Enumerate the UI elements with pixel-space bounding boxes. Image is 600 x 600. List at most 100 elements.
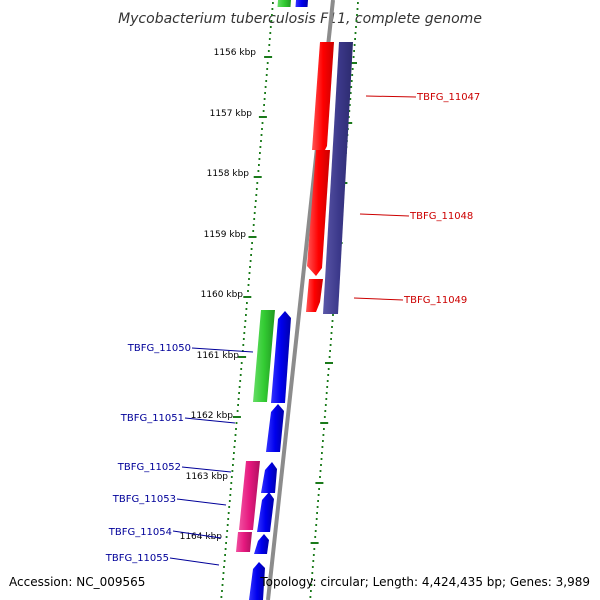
callout-line — [184, 417, 236, 424]
accession-text: Accession: NC_009565 — [9, 575, 145, 589]
minor-tick — [324, 410, 327, 412]
minor-tick — [264, 92, 266, 94]
minor-tick — [260, 134, 263, 136]
minor-tick — [239, 380, 242, 382]
inner-tick-track — [220, 2, 274, 598]
minor-tick — [242, 338, 245, 340]
major-tick — [248, 236, 257, 238]
gene-feature-red[interactable] — [306, 279, 323, 312]
minor-tick — [263, 98, 266, 100]
minor-tick — [223, 560, 226, 562]
gene-feature-green[interactable] — [277, 0, 292, 7]
minor-tick — [221, 590, 223, 592]
minor-tick — [257, 170, 260, 172]
gene-feature-navy[interactable] — [323, 42, 353, 314]
callout-line — [191, 347, 254, 353]
major-tick — [325, 362, 333, 364]
minor-tick — [236, 410, 239, 412]
minor-tick — [325, 392, 328, 394]
gene-label[interactable]: TBFG_11050 — [127, 343, 191, 354]
gene-feature-blue[interactable] — [249, 562, 265, 600]
gene-label[interactable]: TBFG_11047 — [416, 92, 480, 103]
gene-label[interactable]: TBFG_11054 — [108, 527, 172, 538]
minor-tick — [232, 458, 235, 460]
gene-feature-blue[interactable] — [254, 534, 269, 554]
gene-label[interactable]: TBFG_11055 — [105, 553, 169, 564]
minor-tick — [321, 452, 323, 454]
minor-tick — [233, 446, 236, 448]
minor-tick — [223, 566, 225, 568]
minor-tick — [264, 86, 267, 88]
minor-tick — [238, 392, 240, 394]
minor-tick — [353, 44, 356, 46]
gene-feature-blue[interactable] — [257, 492, 274, 532]
minor-tick — [240, 368, 243, 370]
minor-tick — [269, 26, 272, 28]
gene-label[interactable]: TBFG_11048 — [409, 211, 473, 222]
minor-tick — [349, 98, 352, 100]
minor-tick — [323, 428, 325, 430]
minor-tick — [330, 338, 332, 340]
minor-tick — [355, 20, 358, 22]
ruler-label: 1164 kbp — [180, 532, 223, 542]
minor-tick — [310, 590, 312, 592]
gene-feature-blue[interactable] — [295, 0, 309, 7]
minor-tick — [312, 560, 315, 562]
gene-label[interactable]: TBFG_11051 — [120, 413, 184, 424]
minor-tick — [228, 506, 231, 508]
callout-line — [365, 95, 417, 98]
minor-tick — [316, 506, 319, 508]
gene-feature-red[interactable] — [312, 42, 334, 150]
minor-tick — [327, 374, 330, 376]
minor-tick — [262, 110, 265, 112]
gene-feature-blue[interactable] — [266, 404, 284, 452]
minor-tick — [319, 470, 322, 472]
minor-tick — [225, 542, 227, 544]
gene-feature-blue[interactable] — [271, 311, 291, 403]
minor-tick — [266, 62, 269, 64]
minor-tick — [350, 80, 353, 82]
minor-tick — [261, 128, 263, 130]
minor-tick — [230, 476, 233, 478]
major-tick — [238, 356, 247, 358]
ruler-label: 1160 kbp — [201, 290, 244, 300]
ruler-label: 1161 kbp — [197, 351, 240, 361]
minor-tick — [235, 422, 238, 424]
minor-tick — [329, 350, 331, 352]
gene-feature-magenta[interactable] — [236, 532, 252, 552]
gene-feature-magenta[interactable] — [239, 461, 260, 530]
minor-tick — [317, 500, 319, 502]
minor-tick — [260, 140, 262, 142]
gene-feature-red[interactable] — [307, 150, 330, 276]
minor-tick — [242, 344, 245, 346]
minor-tick — [230, 482, 233, 484]
ruler-label: 1156 kbp — [214, 48, 257, 58]
major-tick — [243, 296, 252, 298]
minor-tick — [271, 8, 274, 10]
major-tick — [310, 542, 319, 544]
minor-tick — [329, 344, 332, 346]
gene-label[interactable]: TBFG_11053 — [112, 494, 176, 505]
minor-tick — [318, 488, 320, 490]
minor-tick — [265, 80, 268, 82]
minor-tick — [234, 440, 236, 442]
minor-tick — [272, 2, 274, 4]
minor-tick — [354, 38, 356, 40]
minor-tick — [255, 194, 258, 196]
minor-tick — [331, 320, 334, 322]
ruler-label: 1158 kbp — [207, 169, 250, 179]
minor-tick — [265, 74, 268, 76]
gene-label[interactable]: TBFG_11052 — [117, 462, 181, 473]
major-tick — [320, 422, 329, 424]
minor-tick — [322, 440, 324, 442]
minor-tick — [239, 374, 242, 376]
minor-tick — [261, 122, 264, 124]
minor-tick — [348, 104, 351, 106]
gene-feature-blue[interactable] — [261, 462, 277, 493]
minor-tick — [220, 596, 223, 598]
gene-feature-green[interactable] — [253, 310, 275, 402]
minor-tick — [259, 152, 261, 154]
minor-tick — [247, 290, 249, 292]
minor-tick — [268, 38, 271, 40]
gene-label[interactable]: TBFG_11049 — [403, 295, 467, 306]
